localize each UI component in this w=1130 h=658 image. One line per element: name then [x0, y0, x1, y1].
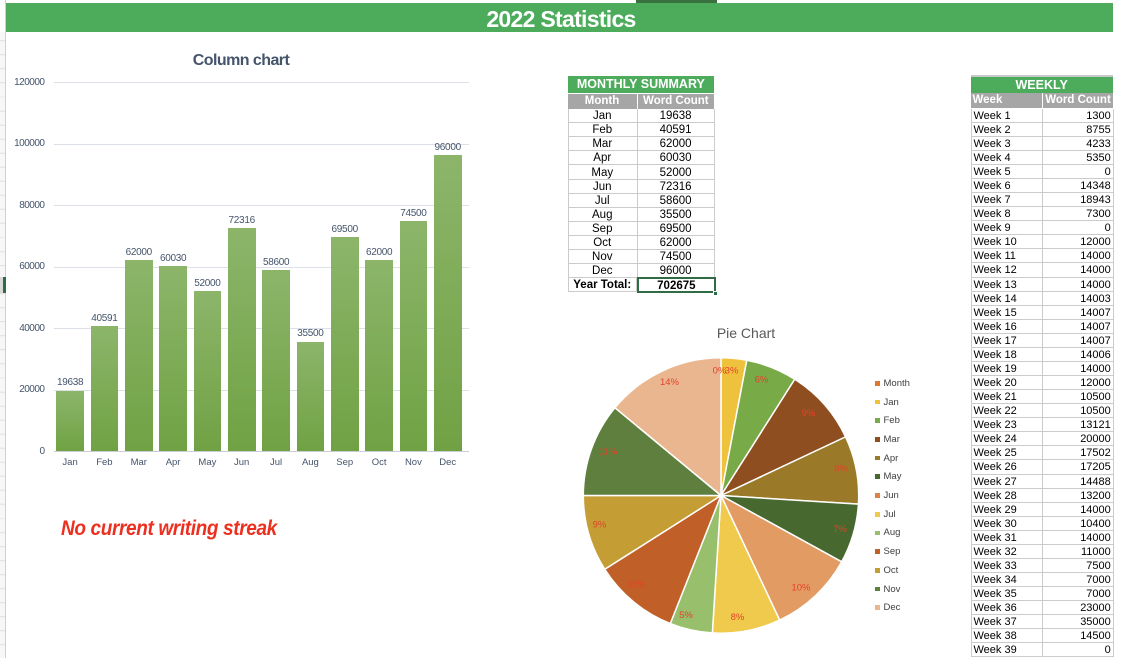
svg-text:9%: 9% — [802, 408, 816, 419]
svg-text:9%: 9% — [593, 520, 607, 531]
svg-text:7%: 7% — [833, 524, 847, 535]
svg-text:11%: 11% — [599, 447, 618, 458]
svg-text:3%: 3% — [725, 366, 739, 377]
svg-text:14%: 14% — [660, 377, 680, 388]
svg-text:8%: 8% — [731, 612, 745, 623]
svg-text:0%: 0% — [713, 366, 727, 377]
svg-text:8%: 8% — [834, 464, 848, 475]
svg-text:10%: 10% — [627, 580, 647, 591]
svg-text:5%: 5% — [679, 610, 693, 621]
svg-text:6%: 6% — [755, 375, 769, 386]
svg-text:10%: 10% — [791, 583, 811, 594]
